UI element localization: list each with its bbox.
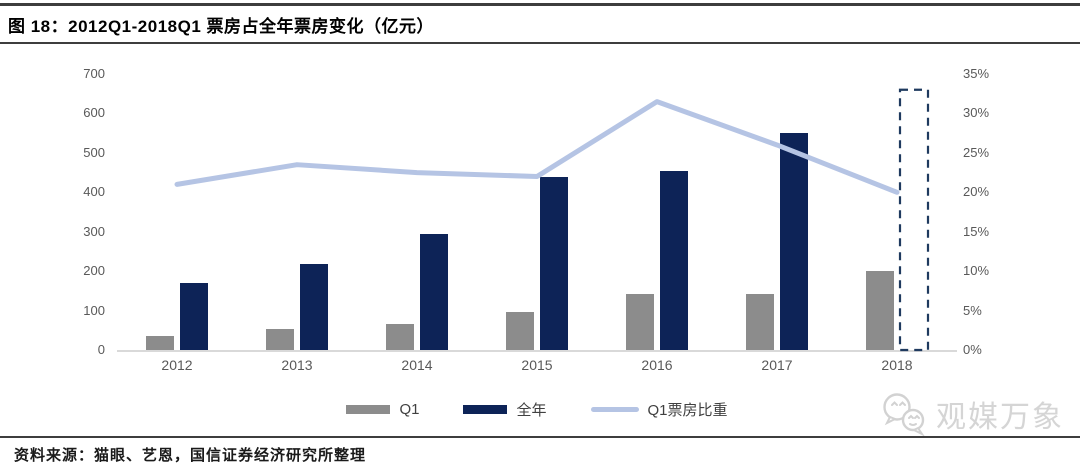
chat-bubbles-icon <box>883 393 925 436</box>
right-axis-tick: 15% <box>963 223 990 239</box>
top-rule <box>0 3 1080 6</box>
x-axis-line <box>117 350 957 352</box>
q1-bar <box>866 271 894 350</box>
legend-item-full-year: 全年 <box>463 399 547 420</box>
right-axis-tick: 10% <box>963 263 990 279</box>
legend: Q1 全年 Q1票房比重 <box>117 399 957 420</box>
left-axis-tick: 100 <box>83 302 105 318</box>
q1-bar-swatch <box>346 405 391 414</box>
bottom-rule <box>0 436 1080 438</box>
legend-label-full-year: 全年 <box>516 402 547 419</box>
x-axis-label: 2014 <box>401 357 433 373</box>
q1-bar <box>266 329 294 350</box>
left-axis-tick: 500 <box>83 144 105 160</box>
full-year-bar <box>660 170 688 350</box>
legend-item-q1: Q1 <box>346 401 419 418</box>
full-year-bar <box>780 133 808 350</box>
left-axis-tick: 600 <box>83 105 105 121</box>
x-axis-label: 2012 <box>161 357 193 373</box>
x-axis-label: 2015 <box>521 357 553 373</box>
legend-item-ratio: Q1票房比重 <box>590 399 728 420</box>
ratio-line-swatch <box>590 407 639 412</box>
title-divider <box>0 42 1080 44</box>
right-axis-tick: 35% <box>963 66 990 81</box>
q1-bar <box>746 293 774 350</box>
watermark: 观媒万象 <box>880 392 1064 436</box>
x-axis-label: 2013 <box>281 357 313 373</box>
left-axis-tick: 700 <box>83 66 105 81</box>
full-year-bar <box>300 264 328 350</box>
left-axis-tick: 0 <box>97 342 105 357</box>
forecast-dashed-bar <box>898 88 930 352</box>
right-axis-tick: 20% <box>963 184 990 200</box>
x-axis-label: 2018 <box>881 357 913 373</box>
figure-title: 图 18：2012Q1-2018Q1 票房占全年票房变化（亿元） <box>8 17 435 36</box>
q1-bar <box>146 336 174 350</box>
left-axis-tick: 300 <box>83 223 105 239</box>
full-year-bar-swatch <box>463 405 508 414</box>
right-axis-tick: 25% <box>963 144 990 160</box>
watermark-text: 观媒万象 <box>936 401 1064 434</box>
full-year-bar <box>180 282 208 350</box>
full-year-bar <box>540 176 568 350</box>
q1-bar <box>506 312 534 350</box>
q1-bar <box>386 323 414 350</box>
x-axis-label: 2016 <box>641 357 673 373</box>
right-axis-tick: 0% <box>963 342 982 357</box>
legend-label-q1: Q1 <box>399 401 420 418</box>
right-axis-tick: 5% <box>963 302 982 318</box>
right-axis-tick: 30% <box>963 105 990 121</box>
left-axis-tick: 400 <box>83 184 105 200</box>
left-axis-tick: 200 <box>83 263 105 279</box>
full-year-bar <box>420 233 448 350</box>
source-note: 资料来源：猫眼、艺恩，国信证券经济研究所整理 <box>14 448 367 464</box>
q1-bar <box>626 293 654 350</box>
legend-label-ratio: Q1票房比重 <box>647 402 728 419</box>
x-axis-label: 2017 <box>761 357 793 373</box>
